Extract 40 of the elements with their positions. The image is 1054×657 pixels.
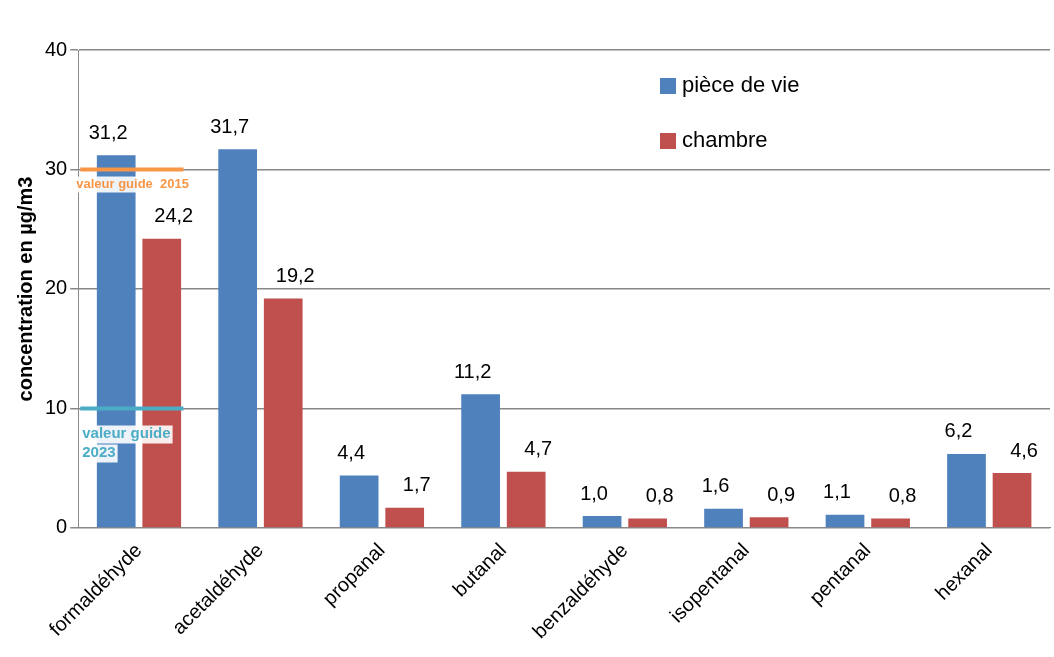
data-label: 0,8 xyxy=(888,483,917,506)
bar xyxy=(218,149,258,528)
data-label: 6,2 xyxy=(944,419,973,442)
data-label: 4,4 xyxy=(337,440,366,463)
data-label: 4,6 xyxy=(1010,438,1038,461)
y-tick-label: 40 xyxy=(45,37,68,60)
y-tick-label: 30 xyxy=(45,157,68,180)
legend-label: chambre xyxy=(682,127,768,153)
ref-line-label: valeur guide 2023 xyxy=(82,424,171,461)
bar xyxy=(704,508,743,528)
data-label: 31,7 xyxy=(210,114,250,137)
y-tick-label: 0 xyxy=(56,515,68,538)
data-label: 1,1 xyxy=(823,480,851,503)
bar xyxy=(749,517,789,528)
bar xyxy=(992,472,1032,528)
bar xyxy=(825,514,865,528)
bar xyxy=(628,518,667,528)
data-label: 0,8 xyxy=(645,483,674,506)
data-label: 31,2 xyxy=(88,120,128,143)
bar xyxy=(461,394,500,528)
bar xyxy=(582,516,622,528)
bar xyxy=(871,518,910,528)
bar xyxy=(947,453,986,528)
data-label: 4,7 xyxy=(524,437,553,460)
bar xyxy=(385,507,425,528)
data-label: 11,2 xyxy=(453,359,492,382)
ref-line-label: valeur guide 2015 xyxy=(76,175,189,191)
data-label: 19,2 xyxy=(275,264,315,287)
data-label: 1,7 xyxy=(402,473,431,496)
data-label: 24,2 xyxy=(154,204,194,227)
bar xyxy=(506,471,546,528)
data-label: 1,6 xyxy=(701,474,730,497)
legend-label: pièce de vie xyxy=(682,72,800,98)
y-axis-title: concentration en µg/m3 xyxy=(13,176,36,402)
y-tick-label: 10 xyxy=(45,395,68,418)
y-tick-label: 20 xyxy=(45,276,68,299)
data-label: 0,9 xyxy=(767,482,796,505)
data-label: 1,0 xyxy=(580,481,608,504)
bar xyxy=(339,475,379,528)
bar xyxy=(263,298,303,528)
